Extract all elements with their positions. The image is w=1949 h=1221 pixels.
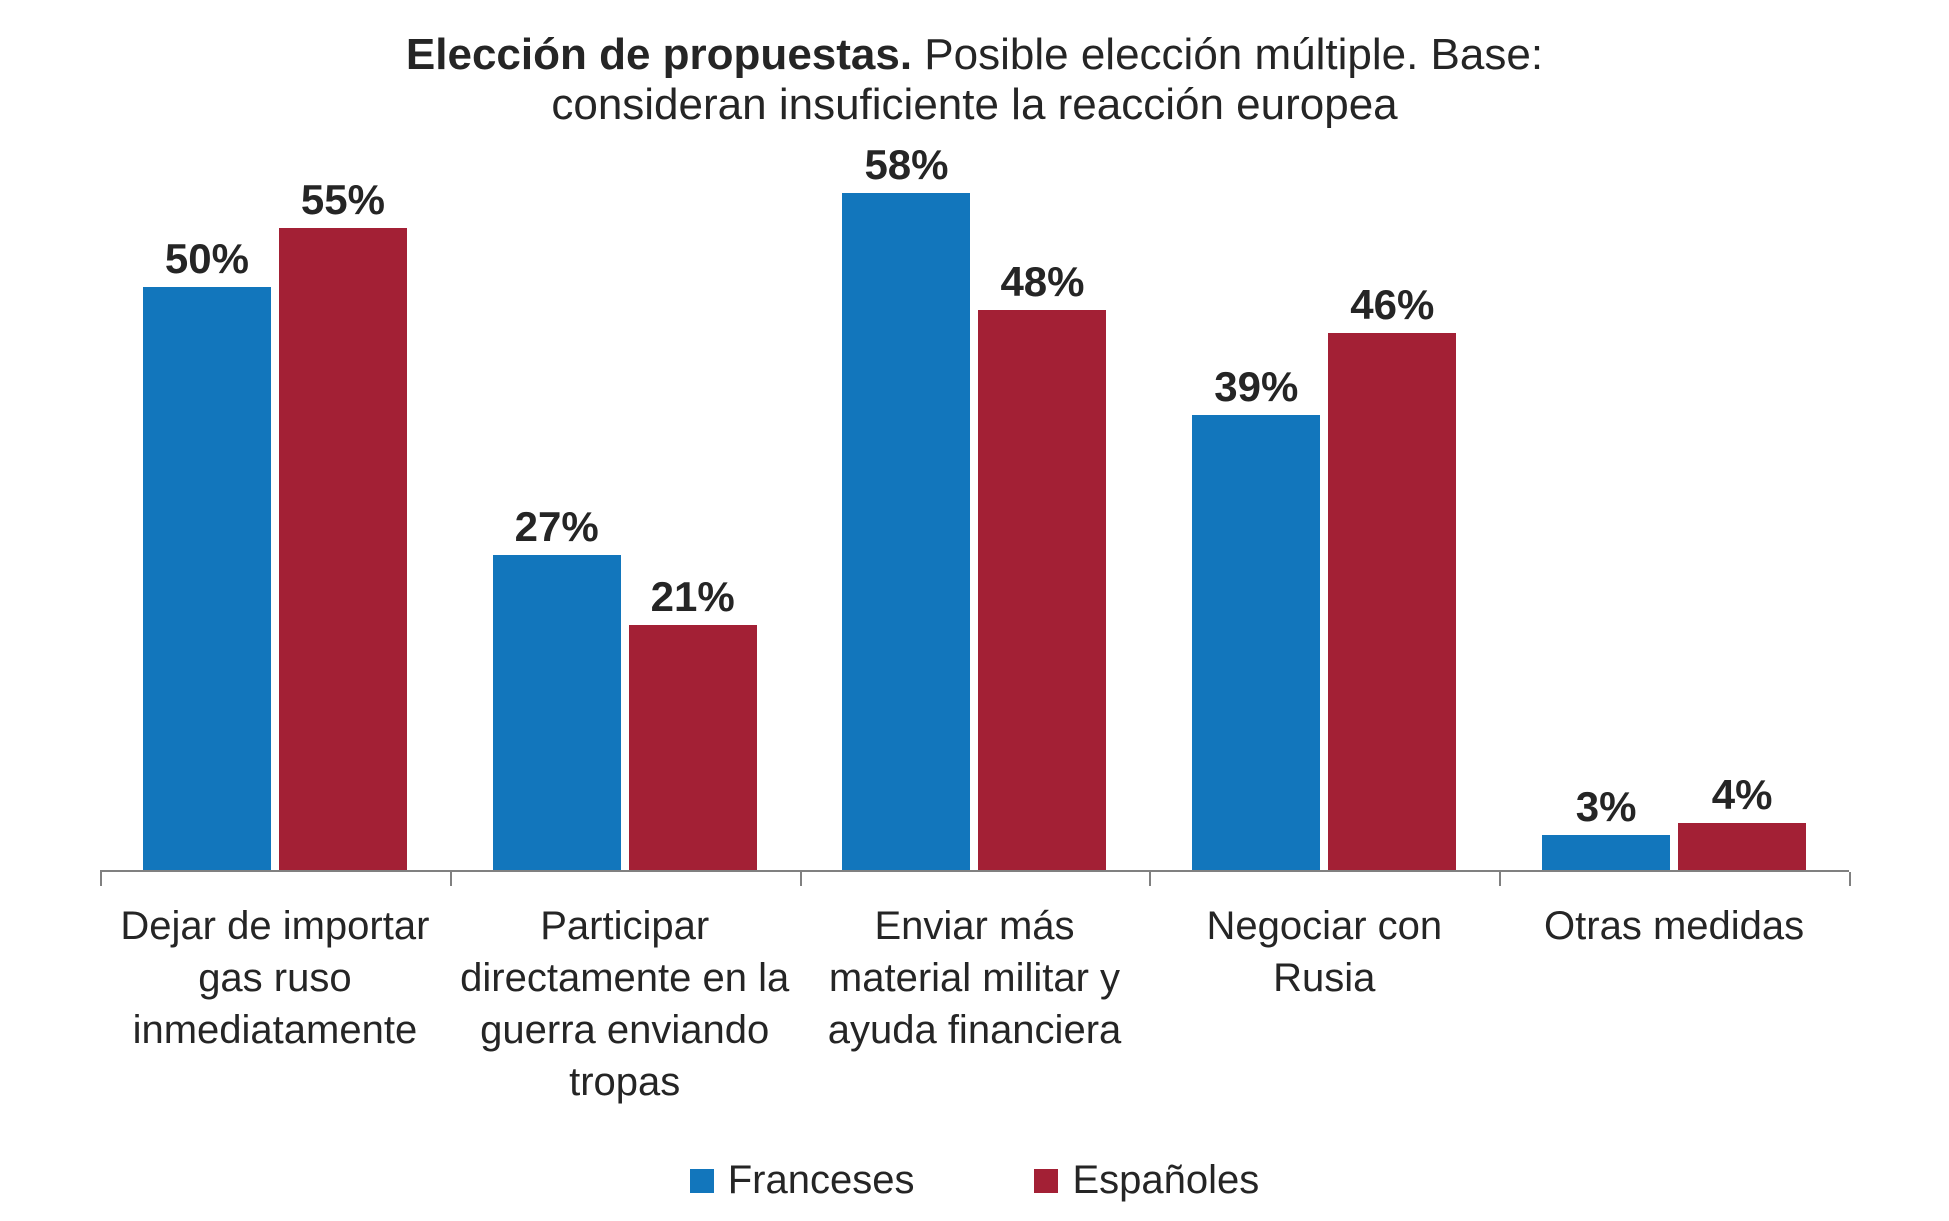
category-label: Participar directamente en la guerra env…: [450, 900, 800, 1108]
bar-group: 50%55%: [100, 170, 450, 870]
chart-title-rest-1: Posible elección múltiple. Base:: [912, 30, 1543, 79]
bar-value-label: 3%: [1576, 783, 1637, 831]
x-axis-tick: [1149, 872, 1499, 890]
bar-value-label: 50%: [165, 235, 249, 283]
chart-title-bold: Elección de propuestas.: [406, 30, 912, 79]
legend-swatch: [690, 1169, 714, 1193]
x-axis-tick: [100, 872, 450, 890]
bar: 3%: [1542, 835, 1670, 870]
bar: 48%: [978, 310, 1106, 870]
bar-value-label: 21%: [651, 573, 735, 621]
legend: Franceses Españoles: [60, 1158, 1889, 1203]
bar-value-label: 4%: [1712, 771, 1773, 819]
category-label: Otras medidas: [1499, 900, 1849, 1108]
bar: 50%: [143, 287, 271, 870]
x-axis-ticks: [100, 872, 1849, 890]
bar-value-label: 27%: [515, 503, 599, 551]
bar: 58%: [842, 193, 970, 870]
bar-value-label: 58%: [864, 141, 948, 189]
x-axis-tick: [800, 872, 1150, 890]
chart-container: Elección de propuestas. Posible elección…: [0, 0, 1949, 1221]
bar: 55%: [279, 228, 407, 870]
bar-value-label: 48%: [1000, 258, 1084, 306]
category-labels: Dejar de importar gas ruso inmediatament…: [100, 900, 1849, 1108]
category-label: Enviar más material militar y ayuda fina…: [800, 900, 1150, 1108]
bar-group: 58%48%: [800, 170, 1150, 870]
bar-group: 27%21%: [450, 170, 800, 870]
legend-swatch: [1034, 1169, 1058, 1193]
legend-label: Franceses: [728, 1158, 915, 1203]
legend-item: Españoles: [1034, 1158, 1259, 1203]
bar: 46%: [1328, 333, 1456, 870]
chart-title: Elección de propuestas. Posible elección…: [225, 30, 1725, 130]
x-axis-tick: [1499, 872, 1849, 890]
bar-value-label: 55%: [301, 176, 385, 224]
bar: 4%: [1678, 823, 1806, 870]
bar: 21%: [629, 625, 757, 870]
bar-group: 39%46%: [1149, 170, 1499, 870]
bar-value-label: 39%: [1214, 363, 1298, 411]
chart-title-line-2: consideran insuficiente la reacción euro…: [551, 80, 1397, 129]
legend-label: Españoles: [1072, 1158, 1259, 1203]
x-axis-tick: [450, 872, 800, 890]
category-label: Negociar con Rusia: [1149, 900, 1499, 1108]
bar-value-label: 46%: [1350, 281, 1434, 329]
legend-item: Franceses: [690, 1158, 915, 1203]
bar: 27%: [493, 555, 621, 870]
plot-area: 50%55%27%21%58%48%39%46%3%4%: [100, 170, 1849, 870]
bar: 39%: [1192, 415, 1320, 870]
category-label: Dejar de importar gas ruso inmediatament…: [100, 900, 450, 1108]
bar-group: 3%4%: [1499, 170, 1849, 870]
